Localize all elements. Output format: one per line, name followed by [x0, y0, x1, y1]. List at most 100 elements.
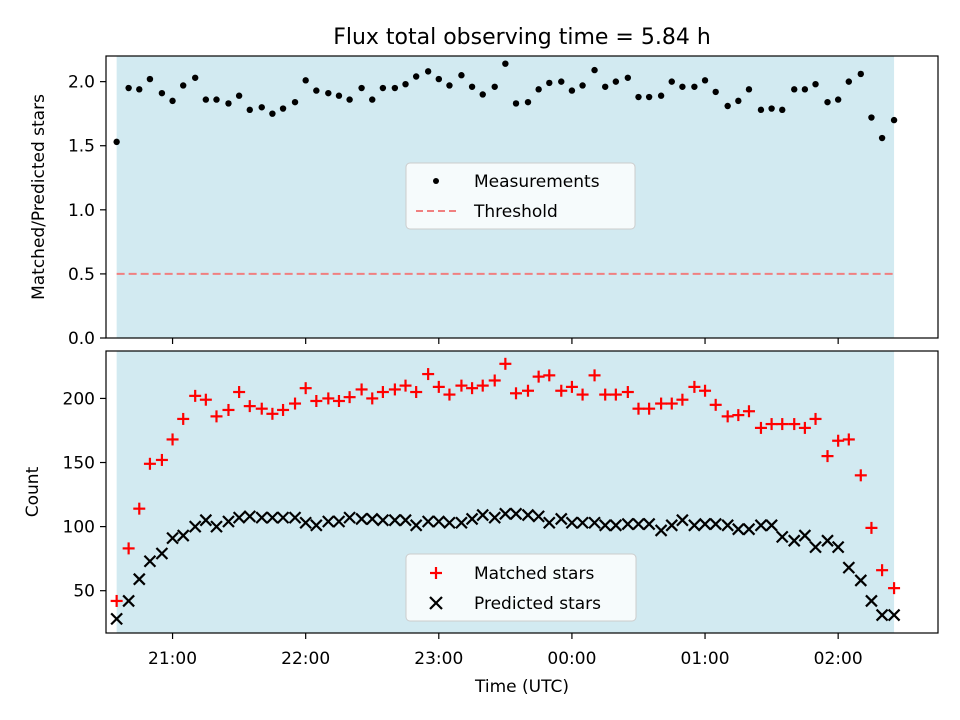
predicted-stars-point	[432, 515, 446, 528]
matched-stars-point	[576, 388, 589, 401]
measurement-point	[113, 138, 120, 146]
x-tick-label: 21:00	[148, 649, 197, 669]
matched-stars-point	[521, 384, 534, 397]
predicted-stars-point	[465, 512, 479, 526]
matched-stars-point	[222, 403, 235, 416]
x-tick-label: 00:00	[547, 649, 596, 669]
predicted-stars-legend-label: Predicted stars	[474, 594, 601, 614]
measurement-point	[624, 74, 632, 81]
predicted-stars-point	[299, 516, 312, 530]
matched-stars-point	[388, 383, 401, 396]
matched-stars-point	[310, 394, 323, 407]
predicted-stars-point	[210, 520, 223, 533]
matched-stars-point	[665, 397, 678, 410]
predicted-stars-point	[343, 511, 356, 524]
matched-stars-point	[588, 369, 601, 382]
bottom-legend: Matched stars Predicted stars	[405, 553, 637, 622]
matched-stars-points	[110, 357, 901, 607]
measurement-point	[535, 86, 542, 93]
matched-stars-point	[609, 388, 622, 401]
measurement-point	[558, 78, 565, 85]
matched-stars-point	[133, 502, 146, 515]
predicted-stars-point	[266, 511, 279, 524]
measurement-points	[113, 60, 898, 146]
predicted-stars-point	[276, 511, 290, 524]
predicted-stars-point	[332, 515, 346, 528]
matched-stars-point	[332, 394, 345, 407]
matched-stars-point	[876, 564, 889, 577]
predicted-stars-point	[232, 511, 246, 524]
predicted-stars-point	[754, 519, 768, 532]
predicted-stars-point	[632, 517, 645, 531]
matched-stars-point	[277, 403, 290, 416]
measurement-point	[180, 82, 187, 89]
measurement-point	[435, 75, 442, 83]
matched-stars-point	[343, 391, 356, 404]
measurement-point	[546, 79, 553, 87]
measurement-point	[146, 75, 154, 83]
top-y-tick-label: 2.0	[68, 73, 95, 93]
x-tick-label: 01:00	[681, 649, 730, 669]
matched-stars-point	[676, 393, 689, 406]
predicted-stars-point	[532, 510, 545, 523]
measurement-point	[169, 97, 176, 105]
predicted-stars-point	[831, 540, 845, 554]
measurement-point	[735, 97, 742, 105]
bottom-y-tick-label: 100	[63, 518, 95, 538]
matched-stars-point	[376, 386, 389, 399]
measurement-point	[791, 86, 798, 93]
matched-stars-point	[199, 393, 212, 406]
measurement-point	[857, 70, 864, 78]
measurement-point	[524, 98, 532, 106]
measurement-point	[302, 77, 309, 84]
predicted-stars-point	[665, 519, 679, 532]
matched-stars-point	[243, 400, 256, 413]
matched-stars-legend-label: Matched stars	[474, 564, 594, 584]
predicted-stars-point	[455, 516, 468, 530]
x-axis-label: Time (UTC)	[474, 677, 569, 697]
predicted-stars-point	[809, 540, 822, 554]
matched-stars-point	[655, 397, 668, 410]
measurement-point	[136, 86, 143, 93]
predicted-stars-point	[765, 519, 778, 532]
matched-stars-point	[255, 402, 268, 415]
matched-stars-point	[499, 357, 512, 370]
matched-stars-point	[166, 433, 179, 446]
top-plot-frame	[105, 55, 939, 339]
top-y-tick-label: 0.5	[68, 265, 95, 285]
measurement-point	[402, 81, 409, 88]
bottom-y-tick-label: 150	[63, 454, 95, 474]
measurement-point	[424, 68, 432, 75]
matched-stars-point	[488, 374, 501, 387]
predicted-stars-point	[388, 513, 402, 527]
predicted-stars-point	[176, 529, 190, 542]
predicted-stars-point	[698, 517, 712, 531]
measurement-point	[379, 84, 387, 92]
matched-stars-point	[110, 594, 123, 607]
predicted-stars-point	[798, 529, 812, 542]
measurement-point	[602, 83, 609, 90]
bottom-x-axis: 21:00 22:00 23:00 00:00 01:00 02:00	[148, 633, 863, 669]
predicted-stars-point	[509, 507, 523, 521]
predicted-stars-point	[376, 513, 390, 527]
matched-stars-point	[776, 418, 789, 431]
x-tick-label: 23:00	[414, 649, 463, 669]
predicted-stars-point	[688, 519, 701, 532]
predicted-stars-point	[443, 516, 456, 530]
matched-stars-point	[832, 434, 845, 447]
matched-stars-point	[565, 380, 578, 393]
predicted-stars-point	[598, 519, 612, 532]
matched-stars-point	[299, 382, 312, 395]
measurement-point	[724, 102, 731, 110]
predicted-stars-point	[654, 524, 668, 537]
predicted-stars-point	[243, 510, 257, 523]
matched-stars-point	[399, 379, 412, 392]
top-y-tick-label: 1.5	[68, 137, 95, 157]
measurement-point	[369, 96, 376, 103]
predicted-stars-point	[676, 513, 689, 527]
matched-stars-point	[543, 369, 556, 382]
measurement-point	[657, 92, 665, 99]
matched-stars-point	[443, 388, 456, 401]
matched-stars-point	[322, 392, 335, 405]
predicted-stars-point	[642, 517, 656, 531]
